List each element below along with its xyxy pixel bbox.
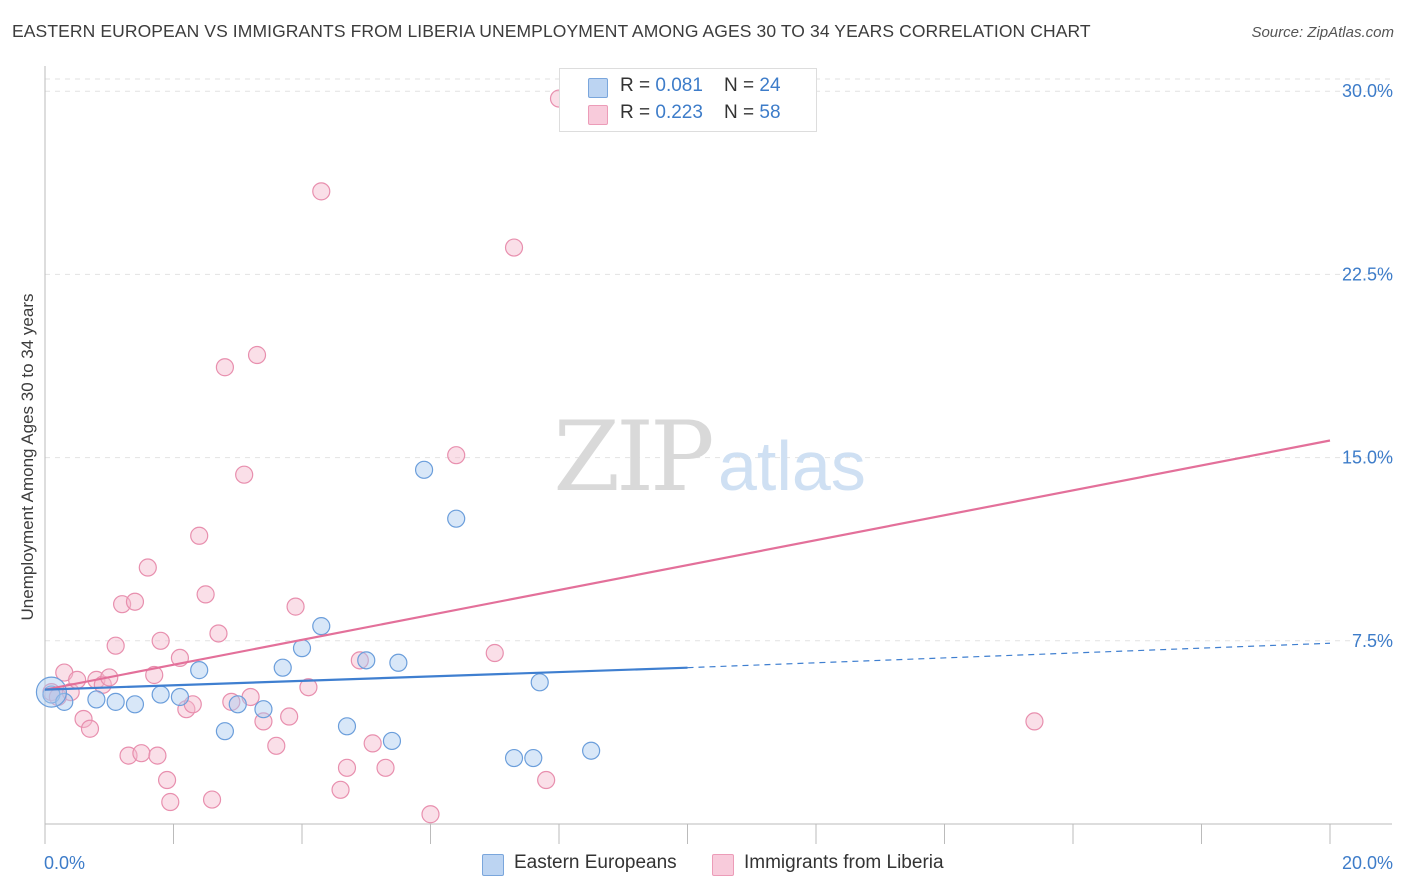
eastern-european-point bbox=[389, 653, 408, 672]
eastern-european-point bbox=[447, 509, 466, 528]
liberia-point bbox=[1025, 712, 1044, 731]
liberia-point bbox=[299, 678, 318, 697]
watermark: ZIP atlas bbox=[553, 401, 865, 513]
legend-swatch-pink bbox=[588, 105, 608, 125]
x-tick-label-min: 0.0% bbox=[44, 853, 85, 873]
liberia-point bbox=[161, 792, 180, 812]
y-tick-label: 22.5% bbox=[1342, 264, 1393, 284]
eastern-european-point bbox=[55, 692, 74, 711]
correlation-legend: R = 0.081 N = 24 R = 0.223 N = 58 bbox=[559, 68, 817, 132]
legend-n-value: 58 bbox=[759, 102, 781, 123]
liberia-point bbox=[537, 770, 556, 790]
liberia-point bbox=[280, 707, 299, 726]
liberia-point bbox=[145, 665, 164, 685]
liberia-point bbox=[74, 709, 93, 729]
liberia-point bbox=[68, 670, 87, 689]
eastern-european-point bbox=[357, 651, 376, 670]
legend-r-label: R = bbox=[620, 75, 656, 96]
legend-r-value: 0.223 bbox=[655, 102, 703, 123]
liberia-point bbox=[247, 345, 267, 365]
eastern-european-point bbox=[337, 717, 357, 736]
eastern-european-trend-line bbox=[44, 666, 688, 691]
liberia-point bbox=[106, 636, 125, 655]
eastern-european-point bbox=[215, 722, 234, 741]
liberia-point bbox=[125, 592, 145, 611]
eastern-european-point bbox=[228, 695, 247, 714]
series-liberia-points bbox=[42, 89, 1044, 824]
legend-label: Immigrants from Liberia bbox=[744, 852, 944, 873]
grid-lines bbox=[45, 78, 1392, 642]
source-label: Source: ZipAtlas.com bbox=[1251, 24, 1394, 41]
liberia-point bbox=[132, 744, 151, 763]
eastern-european-point bbox=[273, 658, 292, 677]
eastern-european-point bbox=[87, 690, 106, 709]
y-tick-label: 30.0% bbox=[1342, 81, 1393, 101]
liberia-point bbox=[350, 651, 369, 670]
eastern-european-point bbox=[504, 748, 524, 768]
tick-labels: 7.5% 15.0% 22.5% 30.0% 0.0% 20.0% bbox=[44, 81, 1393, 873]
liberia-point bbox=[312, 182, 331, 201]
eastern-european-point bbox=[312, 617, 331, 636]
liberia-point bbox=[337, 758, 357, 777]
y-tick-label: 7.5% bbox=[1352, 631, 1393, 651]
chart-title: EASTERN EUROPEAN VS IMMIGRANTS FROM LIBE… bbox=[12, 21, 1091, 41]
liberia-point bbox=[138, 558, 157, 577]
liberia-point bbox=[148, 746, 167, 765]
liberia-point bbox=[209, 624, 228, 643]
eastern-european-trend-extension bbox=[687, 642, 1331, 669]
legend-r-label: R = bbox=[620, 102, 656, 123]
liberia-point bbox=[504, 238, 524, 257]
liberia-point bbox=[485, 643, 504, 663]
y-axis-label: Unemployment Among Ages 30 to 34 years bbox=[18, 293, 37, 621]
liberia-point bbox=[286, 597, 305, 616]
liberia-point bbox=[196, 585, 215, 604]
liberia-point bbox=[421, 805, 440, 824]
watermark-zip: ZIP bbox=[553, 401, 712, 513]
eastern-european-point bbox=[170, 687, 190, 707]
liberia-point bbox=[215, 358, 234, 377]
liberia-point bbox=[157, 770, 177, 790]
legend-label: Eastern Europeans bbox=[514, 852, 677, 873]
eastern-european-point bbox=[125, 695, 145, 714]
eastern-european-point bbox=[292, 639, 312, 658]
y-tick-label: 15.0% bbox=[1342, 448, 1393, 468]
series-eastern-european-points bbox=[35, 460, 601, 768]
eastern-european-point bbox=[414, 460, 434, 479]
eastern-european-point bbox=[190, 661, 209, 680]
eastern-european-point-cluster bbox=[35, 676, 68, 708]
legend-n-label: N = bbox=[724, 102, 760, 123]
eastern-european-point bbox=[106, 692, 125, 711]
liberia-point bbox=[80, 719, 100, 738]
legend-r-value: 0.081 bbox=[655, 75, 703, 96]
eastern-european-point bbox=[382, 731, 402, 751]
legend-n-value: 24 bbox=[759, 75, 781, 96]
eastern-european-point bbox=[151, 685, 170, 704]
liberia-point bbox=[376, 758, 395, 777]
trend-lines bbox=[44, 439, 1331, 691]
liberia-point bbox=[331, 780, 350, 799]
liberia-point bbox=[151, 631, 170, 650]
eastern-european-point bbox=[524, 748, 543, 768]
liberia-point bbox=[267, 736, 286, 755]
eastern-european-point bbox=[582, 741, 601, 760]
liberia-point bbox=[190, 526, 209, 545]
watermark-atlas: atlas bbox=[718, 427, 866, 505]
liberia-point bbox=[363, 734, 382, 753]
x-tick-label-max: 20.0% bbox=[1342, 853, 1393, 873]
legend-swatch-blue bbox=[482, 854, 504, 876]
legend-n-label: N = bbox=[724, 75, 760, 96]
eastern-european-point bbox=[530, 673, 549, 692]
liberia-point bbox=[447, 446, 466, 465]
legend-swatch-pink bbox=[712, 854, 734, 876]
liberia-point bbox=[235, 465, 254, 484]
liberia-trend-line bbox=[44, 439, 1331, 691]
eastern-european-point bbox=[254, 700, 273, 719]
liberia-point bbox=[202, 790, 222, 809]
legend-swatch-blue bbox=[588, 78, 608, 98]
